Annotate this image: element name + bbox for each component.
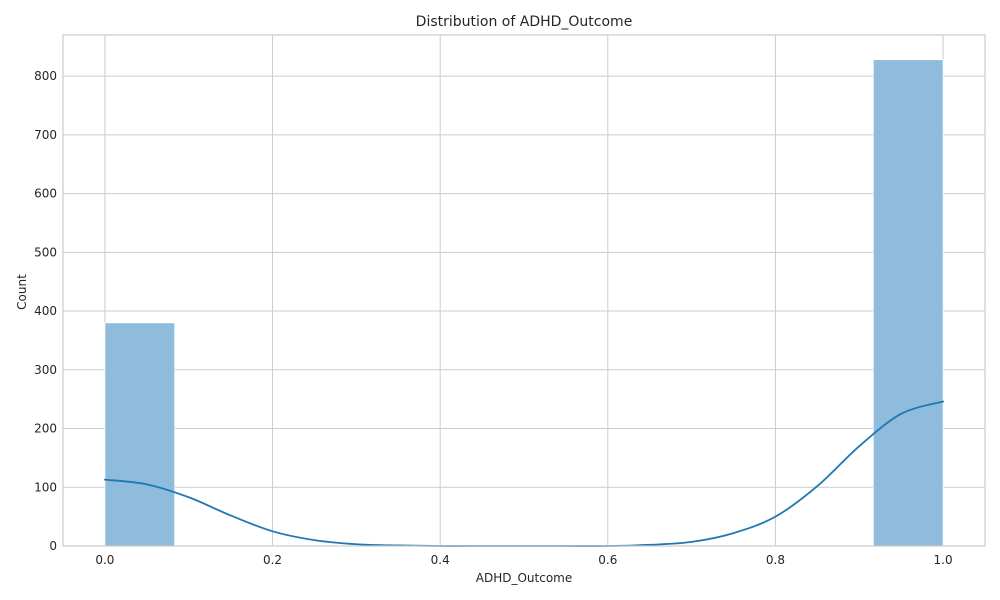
- y-tick-label: 100: [34, 480, 57, 494]
- x-tick-label: 0.2: [263, 553, 282, 567]
- grid-layer: [63, 35, 985, 547]
- y-tick-label: 0: [49, 539, 57, 553]
- plot-frame: [62, 34, 986, 547]
- x-tick-label: 0.0: [95, 553, 114, 567]
- y-tick-label: 800: [34, 69, 57, 83]
- y-tick-label: 200: [34, 422, 57, 436]
- kde-curve: [104, 400, 944, 547]
- ticks-layer: 0.0 0.2 0.4 0.6 0.8 1.0 0 100 200 300 400 500 600 700…: [34, 69, 953, 567]
- y-tick-label: 700: [34, 128, 57, 142]
- y-axis-label: Count: [15, 274, 29, 310]
- chart-title: Distribution of ADHD_Outcome: [416, 14, 633, 30]
- x-tick-label: 0.8: [766, 553, 785, 567]
- y-tick-label: 500: [34, 245, 57, 259]
- histogram-bar: [872, 59, 944, 547]
- x-tick-label: 1.0: [934, 553, 953, 567]
- x-tick-label: 0.6: [598, 553, 617, 567]
- bars-layer: [104, 59, 944, 547]
- x-tick-label: 0.4: [431, 553, 450, 567]
- histogram-bar: [104, 322, 176, 547]
- y-tick-label: 400: [34, 304, 57, 318]
- x-axis-label: ADHD_Outcome: [476, 571, 572, 585]
- y-tick-label: 600: [34, 187, 57, 201]
- y-tick-label: 300: [34, 363, 57, 377]
- kde-layer: [104, 400, 944, 547]
